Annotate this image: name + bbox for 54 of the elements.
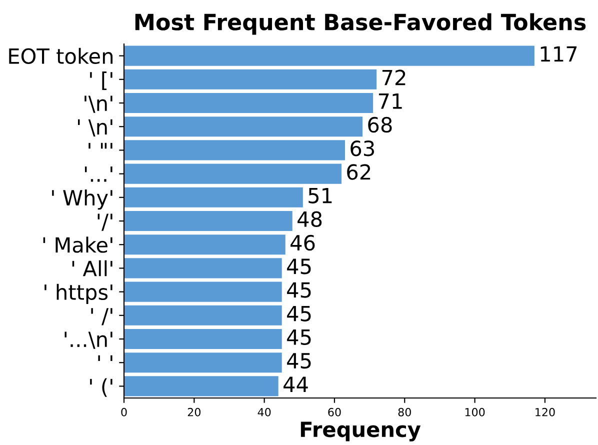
y-tick-label: ' Make' [43, 236, 112, 253]
y-tick-label: ' /' [91, 308, 112, 326]
bar [124, 305, 282, 326]
data-label: 68 [368, 116, 392, 133]
y-tick-label: ' "' [88, 142, 112, 149]
data-label: 63 [350, 140, 374, 156]
y-tick-label: ' \n' [78, 119, 112, 136]
y-tick-label: '/' [98, 214, 112, 231]
data-label: 51 [308, 188, 332, 204]
data-label: 117 [540, 46, 577, 62]
x-axis-title: Frequency [300, 422, 421, 442]
bar [124, 210, 292, 232]
data-label: 44 [284, 376, 308, 392]
bar [124, 234, 286, 255]
data-label: 45 [287, 330, 311, 346]
data-label: 48 [298, 211, 322, 228]
data-label: 45 [287, 282, 311, 298]
data-label: 46 [290, 234, 315, 251]
x-tick-label: 120 [536, 408, 555, 416]
y-tick-label: ' (' [90, 378, 112, 397]
data-label: 62 [347, 164, 370, 180]
bar [124, 187, 303, 208]
y-tick-label: '...' [84, 166, 112, 182]
bar [124, 282, 282, 302]
bar [124, 258, 282, 278]
y-tick-label: ' All' [72, 260, 112, 276]
bar [124, 92, 374, 114]
x-tick-label: 80 [398, 408, 411, 416]
x-tick-label: 0 [121, 408, 127, 416]
bar [124, 328, 282, 350]
bar [124, 164, 342, 184]
bar [124, 140, 346, 160]
x-tick-label: 40 [258, 408, 271, 416]
y-tick-label: ' [' [90, 71, 112, 90]
y-tick-label: '...\n' [64, 332, 112, 349]
y-tick-label: '\n' [84, 96, 112, 113]
y-tick-label: ' Why' [52, 189, 112, 210]
data-label: 71 [378, 94, 402, 109]
y-tick-label: ' ' [98, 355, 112, 361]
y-tick-label: EOT token [9, 48, 113, 64]
x-tick-label: 20 [188, 408, 200, 416]
chart-title: Most Frequent Base-Favored Tokens [135, 13, 586, 35]
bar [124, 69, 377, 90]
y-tick-label: ' https' [44, 284, 112, 304]
data-label: 45 [287, 353, 311, 369]
bar [124, 46, 534, 66]
bar [124, 376, 278, 396]
x-tick-label: 60 [328, 408, 341, 416]
x-tick-label: 100 [465, 408, 485, 416]
data-label: 45 [287, 306, 311, 322]
data-label: 45 [287, 258, 311, 274]
bar [124, 116, 363, 137]
bar [124, 352, 282, 373]
data-label: 72 [382, 70, 406, 86]
